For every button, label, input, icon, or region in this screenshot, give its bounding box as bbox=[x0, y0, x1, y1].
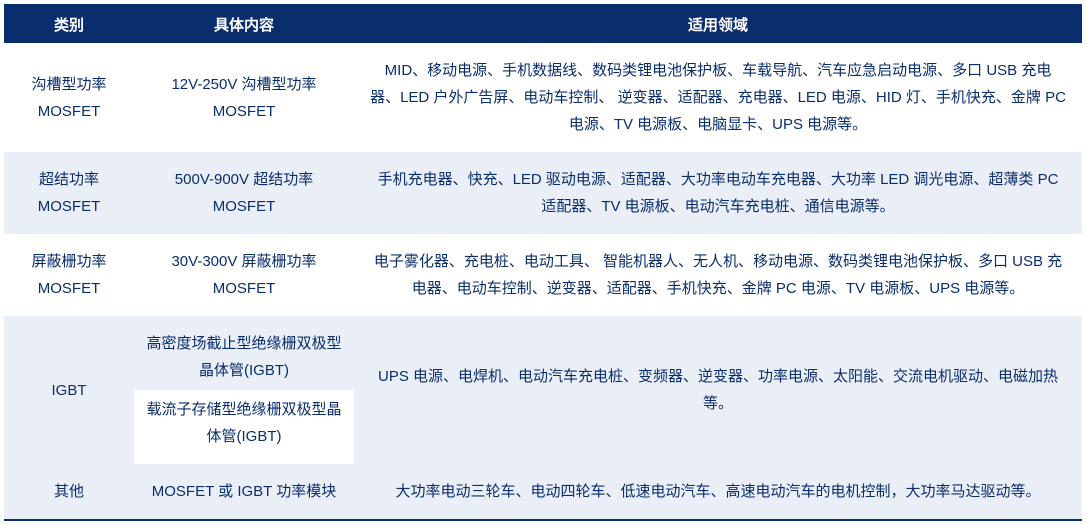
category-cell: IGBT bbox=[4, 316, 134, 464]
domain-cell: UPS 电源、电焊机、电动汽车充电桩、变频器、逆变器、功率电源、太阳能、交流电机… bbox=[354, 316, 1082, 464]
header-content: 具体内容 bbox=[134, 5, 354, 43]
table-row: 屏蔽栅功率MOSFET 30V-300V 屏蔽栅功率MOSFET 电子雾化器、充… bbox=[4, 234, 1082, 316]
product-category-table: 类别 具体内容 适用领域 沟槽型功率MOSFET 12V-250V 沟槽型功率M… bbox=[4, 4, 1082, 521]
content-cell: 500V-900V 超结功率MOSFET bbox=[134, 152, 354, 234]
table-row: 沟槽型功率MOSFET 12V-250V 沟槽型功率MOSFET MID、移动电… bbox=[4, 43, 1082, 152]
category-cell: 其他 bbox=[4, 464, 134, 520]
content-cell: 高密度场截止型绝缘栅双极型晶体管(IGBT) bbox=[134, 316, 354, 390]
content-cell: MOSFET 或 IGBT 功率模块 bbox=[134, 464, 354, 520]
table-row: IGBT 高密度场截止型绝缘栅双极型晶体管(IGBT) UPS 电源、电焊机、电… bbox=[4, 316, 1082, 390]
table-header-row: 类别 具体内容 适用领域 bbox=[4, 5, 1082, 43]
domain-cell: 手机充电器、快充、LED 驱动电源、适配器、大功率电动车充电器、大功率 LED … bbox=[354, 152, 1082, 234]
category-cell: 超结功率MOSFET bbox=[4, 152, 134, 234]
category-cell: 沟槽型功率MOSFET bbox=[4, 43, 134, 152]
domain-cell: MID、移动电源、手机数据线、数码类锂电池保护板、车载导航、汽车应急启动电源、多… bbox=[354, 43, 1082, 152]
content-cell: 载流子存储型绝缘栅双极型晶体管(IGBT) bbox=[134, 390, 354, 464]
header-domain: 适用领域 bbox=[354, 5, 1082, 43]
header-category: 类别 bbox=[4, 5, 134, 43]
category-cell: 屏蔽栅功率MOSFET bbox=[4, 234, 134, 316]
table-row: 超结功率MOSFET 500V-900V 超结功率MOSFET 手机充电器、快充… bbox=[4, 152, 1082, 234]
domain-cell: 大功率电动三轮车、电动四轮车、低速电动汽车、高速电动汽车的电机控制，大功率马达驱… bbox=[354, 464, 1082, 520]
content-cell: 12V-250V 沟槽型功率MOSFET bbox=[134, 43, 354, 152]
content-cell: 30V-300V 屏蔽栅功率MOSFET bbox=[134, 234, 354, 316]
table-row: 其他 MOSFET 或 IGBT 功率模块 大功率电动三轮车、电动四轮车、低速电… bbox=[4, 464, 1082, 520]
domain-cell: 电子雾化器、充电桩、电动工具、 智能机器人、无人机、移动电源、数码类锂电池保护板… bbox=[354, 234, 1082, 316]
